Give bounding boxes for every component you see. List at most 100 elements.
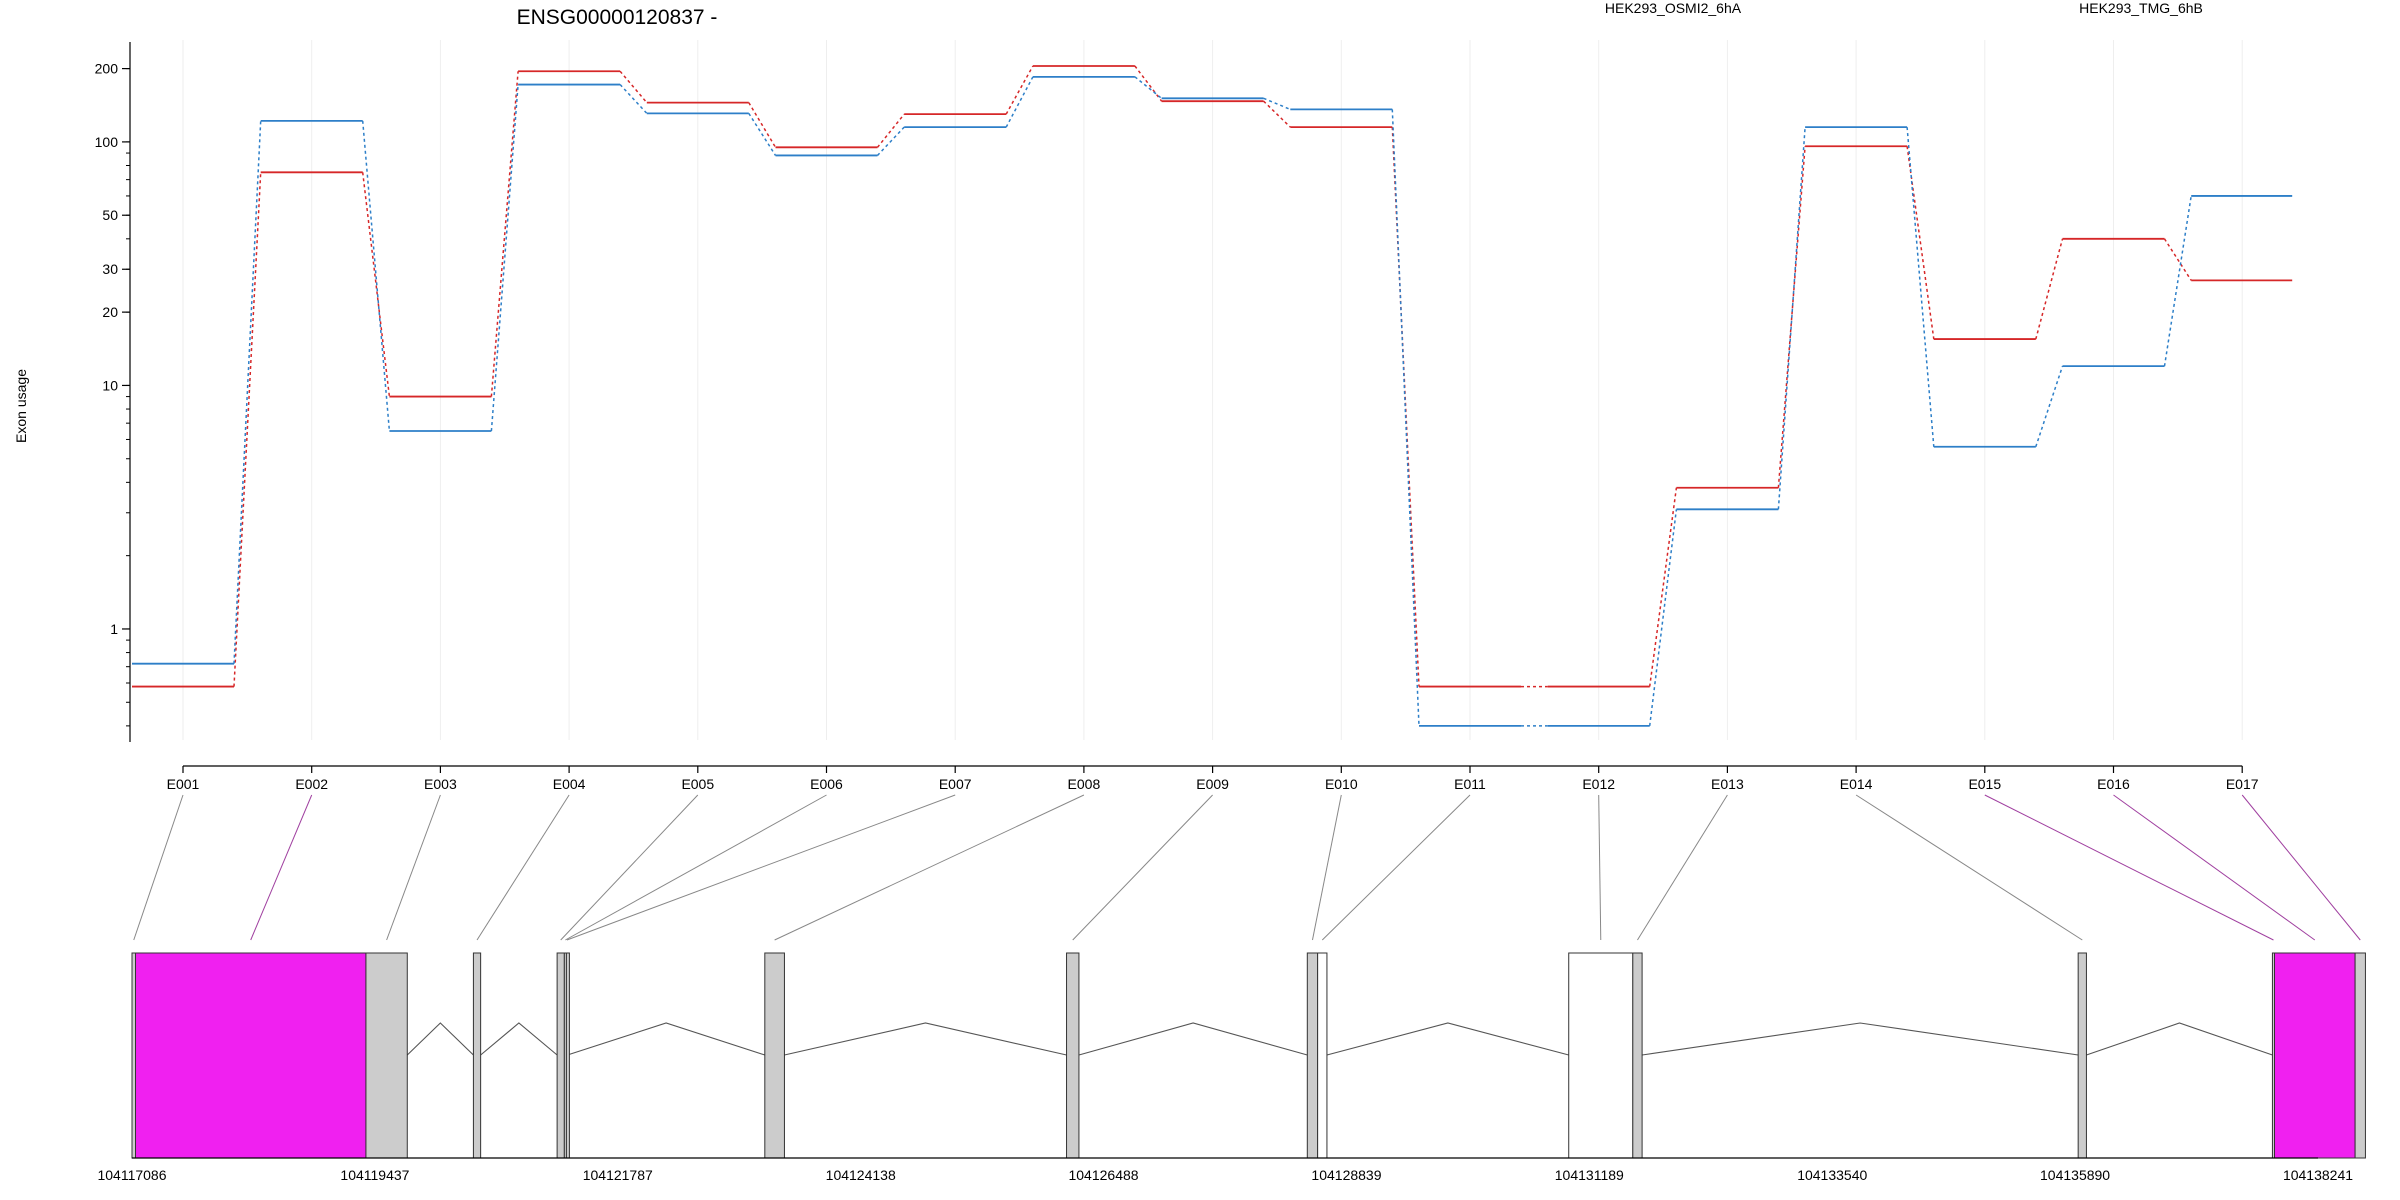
- series-1: [132, 75, 2293, 727]
- transition-E003: [490, 84, 519, 432]
- exon-E001: [131, 952, 137, 1159]
- connector-E008: [774, 794, 1085, 941]
- intron-5: [1326, 1022, 1569, 1056]
- transition-E004: [619, 84, 648, 114]
- series-0: [132, 65, 2293, 688]
- transition-E006: [876, 126, 905, 156]
- exon-E011: [1317, 952, 1328, 1159]
- intron-3: [784, 1022, 1067, 1056]
- intron-2: [567, 1022, 765, 1056]
- transition-E002: [361, 120, 391, 432]
- transition-E001: [233, 172, 262, 687]
- transition-E014: [1906, 127, 1935, 447]
- x-tick-label-E015: E015: [1968, 776, 2001, 792]
- transition-E002: [361, 172, 391, 397]
- intron-7: [2086, 1022, 2273, 1056]
- y-tick-label: 1: [110, 621, 118, 637]
- connector-E012: [1598, 794, 1602, 941]
- y-axis-label: Exon usage: [13, 369, 29, 443]
- y-tick-label: 30: [102, 261, 118, 277]
- connector-E003: [386, 794, 441, 941]
- intron-0: [406, 1022, 474, 1056]
- genome-tick-label: 104119437: [340, 1167, 409, 1183]
- x-tick-label-E001: E001: [167, 776, 200, 792]
- exon-E005: [556, 952, 565, 1159]
- connector-E005: [560, 794, 699, 941]
- x-tick-label-E004: E004: [553, 776, 586, 792]
- exon-E003: [365, 952, 408, 1159]
- transition-E003: [490, 71, 519, 397]
- x-tick-label-E002: E002: [295, 776, 328, 792]
- transition-E012: [1648, 487, 1678, 687]
- transition-E012: [1648, 509, 1678, 726]
- exon-E002: [135, 952, 367, 1159]
- x-tick-label-E008: E008: [1068, 776, 1101, 792]
- exon-E004: [472, 952, 482, 1159]
- chart-title: ENSG00000120837 -: [517, 6, 718, 29]
- series-lines: [132, 65, 2293, 727]
- transition-E013: [1777, 127, 1806, 510]
- exon-connectors: [133, 794, 2361, 941]
- transition-E016: [2163, 238, 2192, 281]
- x-tick-label-E005: E005: [681, 776, 714, 792]
- connector-E017: [2241, 794, 2361, 941]
- legend-label-0: HEK293_OSMI2_6hA: [1605, 0, 1742, 16]
- x-tick-label-E007: E007: [939, 776, 972, 792]
- transition-E010: [1391, 109, 1420, 726]
- x-tick-label-E013: E013: [1711, 776, 1744, 792]
- y-tick-label: 50: [102, 207, 118, 223]
- x-tick-label-E014: E014: [1840, 776, 1873, 792]
- gene-model: [131, 952, 2366, 1159]
- transition-E014: [1906, 146, 1935, 340]
- connector-E011: [1321, 794, 1471, 941]
- exon-E016: [2273, 952, 2356, 1159]
- connector-E014: [1855, 794, 2083, 941]
- genome-tick-label: 104133540: [1797, 1167, 1867, 1183]
- transition-E015: [2035, 238, 2064, 340]
- x-tick-label-E006: E006: [810, 776, 843, 792]
- transition-E009: [1263, 100, 1291, 128]
- transition-E005: [748, 102, 777, 148]
- connector-E009: [1072, 794, 1213, 941]
- transition-E006: [876, 113, 905, 148]
- x-tick-label-E016: E016: [2097, 776, 2130, 792]
- intron-6: [1642, 1022, 2079, 1056]
- x-tick-label-E011: E011: [1454, 776, 1486, 792]
- grid: [182, 40, 2243, 740]
- transition-E007: [1005, 65, 1034, 115]
- y-axis: 1 10 20 30 50 100 200: [95, 42, 131, 742]
- intron-4: [1078, 1022, 1308, 1056]
- genome-tick-label: 104128839: [1311, 1167, 1381, 1183]
- exon-E014: [2077, 952, 2087, 1159]
- transition-E007: [1005, 76, 1034, 128]
- connector-E013: [1637, 794, 1728, 941]
- connector-E007: [566, 794, 956, 941]
- transition-E004: [619, 70, 648, 104]
- x-tick-label-E017: E017: [2226, 776, 2259, 792]
- transition-E016: [2163, 195, 2192, 367]
- x-tick-label-E003: E003: [424, 776, 457, 792]
- transition-E010: [1391, 127, 1420, 687]
- x-tick-label-E010: E010: [1325, 776, 1358, 792]
- transition-E008: [1134, 65, 1163, 102]
- exon-E010: [1306, 952, 1319, 1159]
- x-tick-label-E009: E009: [1196, 776, 1229, 792]
- exon-E017: [2354, 952, 2366, 1159]
- genome-tick-label: 104131189: [1555, 1167, 1624, 1183]
- transition-E001: [233, 120, 262, 664]
- transition-E005: [748, 112, 777, 156]
- legend-label-1: HEK293_TMG_6hB: [2079, 0, 2203, 16]
- exon-E012: [1568, 952, 1634, 1159]
- intron-1: [480, 1022, 558, 1056]
- x-axis: E001 E002 E003 E004 E005 E006 E007 E008 E009 E010…: [167, 765, 2259, 792]
- transition-E015: [2035, 365, 2064, 447]
- genome-tick-label: 104126488: [1068, 1167, 1138, 1183]
- connector-E016: [2113, 794, 2316, 941]
- connector-E002: [250, 794, 313, 941]
- y-tick-label: 200: [95, 61, 119, 77]
- exon-E009: [1066, 952, 1080, 1159]
- genome-tick-label: 104124138: [826, 1167, 896, 1183]
- connector-E001: [133, 794, 184, 941]
